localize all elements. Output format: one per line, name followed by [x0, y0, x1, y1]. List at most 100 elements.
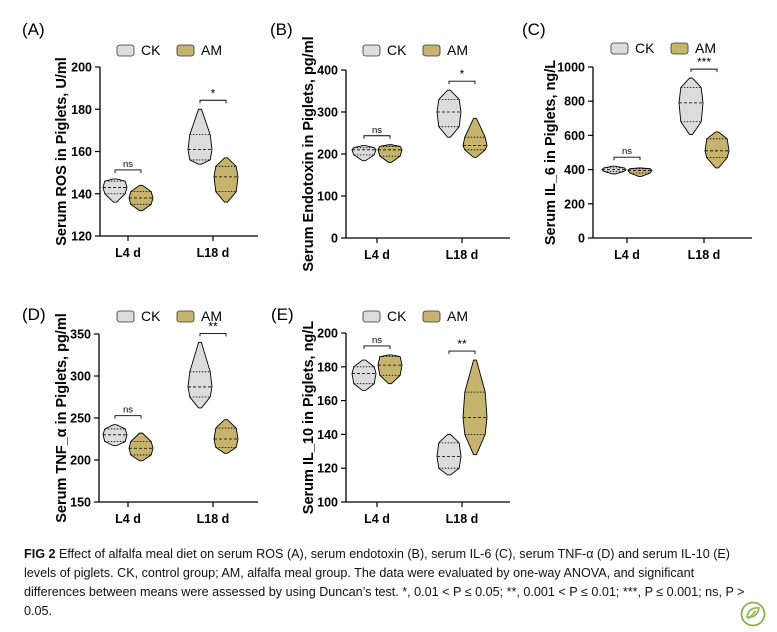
legend-swatch-ck	[117, 311, 134, 322]
legend-swatch-ck	[363, 45, 380, 56]
y-tick-label: 200	[71, 61, 92, 75]
violin-ck	[437, 90, 461, 137]
x-tick-label: L4 d	[364, 512, 390, 526]
y-axis-label: Serum IL_10 in Piglets, ng/L	[301, 321, 317, 515]
x-tick-label: L4 d	[364, 248, 390, 262]
y-axis-label: Serum Endotoxin in Piglets, pg/ml	[301, 36, 317, 271]
significance-label: **	[208, 319, 218, 333]
y-tick-label: 300	[70, 370, 91, 384]
violin-ck	[437, 434, 461, 475]
y-tick-label: 140	[317, 428, 338, 442]
significance-label: ns	[372, 335, 382, 346]
y-tick-label: 160	[317, 394, 338, 408]
violin-ck	[103, 179, 127, 202]
y-tick-label: 0	[331, 232, 338, 246]
violin-ck	[352, 360, 376, 390]
y-tick-label: 180	[317, 360, 338, 374]
y-tick-label: 400	[564, 163, 585, 177]
significance-bracket	[200, 333, 226, 336]
significance-bracket	[200, 100, 226, 103]
violin-ck	[602, 166, 626, 174]
violin-ck	[188, 342, 212, 408]
x-tick-label: L18 d	[446, 512, 479, 526]
panel-label: (E)	[271, 305, 294, 324]
violin-am	[705, 132, 729, 168]
violin-am	[378, 355, 402, 384]
violin-ck	[103, 425, 127, 446]
violin-ck	[188, 109, 212, 164]
y-tick-label: 100	[317, 496, 338, 510]
significance-label: *	[211, 86, 216, 100]
significance-label: ns	[123, 159, 133, 170]
legend-label-ck: CK	[387, 42, 407, 58]
y-tick-label: 300	[317, 106, 338, 120]
caption-text: Effect of alfalfa meal diet on serum ROS…	[24, 547, 745, 618]
x-tick-label: L18 d	[446, 248, 479, 262]
significance-label: ns	[622, 146, 632, 157]
legend-label-ck: CK	[141, 42, 161, 58]
violin-am	[628, 168, 652, 177]
violin-am	[129, 433, 153, 461]
violin-am	[378, 145, 402, 163]
significance-bracket	[691, 69, 717, 72]
significance-bracket	[614, 157, 640, 160]
y-tick-label: 600	[564, 129, 585, 143]
y-axis-label: Serum ROS in Piglets, U/ml	[54, 57, 70, 246]
y-tick-label: 200	[317, 327, 338, 341]
y-tick-label: 1000	[557, 61, 585, 75]
y-tick-label: 250	[70, 412, 91, 426]
panel-label: (A)	[22, 20, 45, 39]
legend-swatch-am	[177, 45, 194, 56]
violin-am	[214, 158, 238, 202]
significance-label: **	[457, 337, 467, 351]
significance-bracket	[449, 81, 475, 84]
y-tick-label: 200	[564, 197, 585, 211]
significance-label: ns	[372, 125, 382, 136]
y-tick-label: 120	[71, 230, 92, 244]
legend-label-ck: CK	[387, 308, 407, 324]
significance-bracket	[115, 170, 141, 173]
legend-swatch-ck	[363, 311, 380, 322]
violin-am	[463, 360, 487, 455]
y-tick-label: 800	[564, 95, 585, 109]
legend-label-ck: CK	[635, 40, 655, 56]
y-tick-label: 0	[578, 232, 585, 246]
x-tick-label: L4 d	[614, 248, 640, 262]
y-tick-label: 400	[317, 64, 338, 78]
y-axis-label: Serum IL_6 in Piglets, ng/L	[543, 60, 559, 245]
caption-lead: FIG 2	[24, 547, 56, 561]
significance-bracket	[115, 416, 141, 419]
panel-label: (C)	[522, 20, 546, 39]
x-tick-label: L18 d	[197, 512, 230, 526]
legend-label-am: AM	[447, 308, 468, 324]
y-axis-label: Serum TNF_α in Piglets, pg/ml	[54, 313, 70, 523]
violin-am	[463, 118, 487, 157]
legend-swatch-ck	[117, 45, 134, 56]
legend-swatch-ck	[611, 43, 628, 54]
x-tick-label: L18 d	[197, 246, 230, 260]
y-tick-label: 150	[70, 496, 91, 510]
violin-am	[214, 420, 238, 454]
figure-caption: FIG 2 Effect of alfalfa meal diet on ser…	[24, 545, 756, 621]
y-tick-label: 200	[70, 454, 91, 468]
legend-swatch-am	[423, 311, 440, 322]
x-tick-label: L4 d	[115, 246, 141, 260]
panel-label: (B)	[270, 20, 293, 39]
panel-label: (D)	[22, 305, 46, 324]
y-tick-label: 120	[317, 462, 338, 476]
y-tick-label: 350	[70, 328, 91, 342]
leaf-logo-icon	[740, 601, 766, 627]
x-tick-label: L18 d	[688, 248, 721, 262]
significance-bracket	[364, 346, 390, 349]
y-tick-label: 140	[71, 187, 92, 201]
legend-swatch-am	[671, 43, 688, 54]
significance-label: ns	[123, 405, 133, 416]
legend-label-am: AM	[447, 42, 468, 58]
violin-ck	[679, 78, 703, 134]
y-tick-label: 160	[71, 145, 92, 159]
